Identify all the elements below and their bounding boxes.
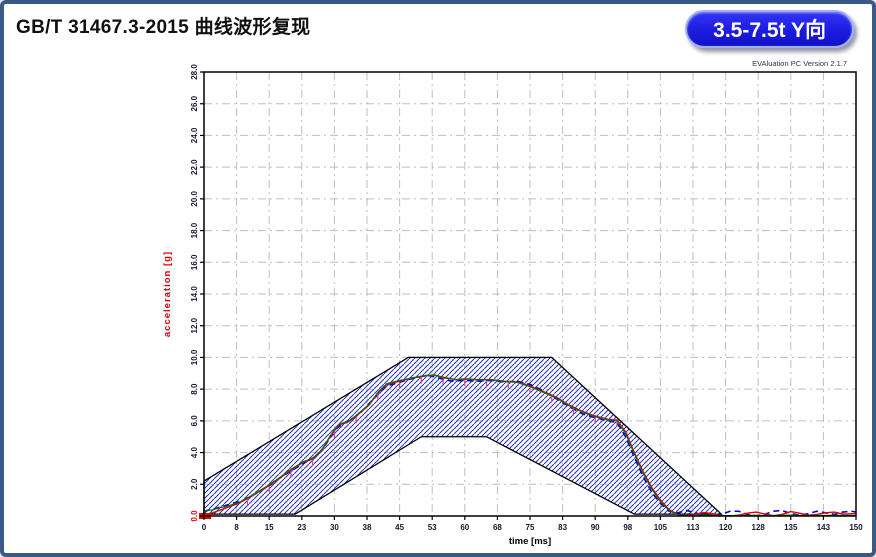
svg-text:0: 0	[202, 523, 207, 532]
svg-text:4.0: 4.0	[190, 446, 199, 458]
svg-text:83: 83	[558, 523, 567, 532]
page-title: GB/T 31467.3-2015 曲线波形复现	[16, 17, 311, 38]
svg-text:12.0: 12.0	[190, 317, 199, 333]
svg-text:acceleration [g]: acceleration [g]	[162, 251, 173, 337]
svg-text:8.0: 8.0	[190, 383, 199, 395]
svg-text:22.0: 22.0	[190, 159, 199, 175]
svg-text:120: 120	[719, 523, 733, 532]
svg-text:26.0: 26.0	[190, 95, 199, 111]
svg-text:150: 150	[849, 523, 863, 532]
svg-text:128: 128	[752, 523, 766, 532]
svg-text:98: 98	[623, 523, 632, 532]
chart-area: 0 8 15 23 30 38 45 53 60 68 75 83 90 98 105 113 120 128 13…	[149, 59, 864, 553]
svg-text:53: 53	[428, 523, 437, 532]
svg-text:6.0: 6.0	[190, 415, 199, 427]
svg-text:68: 68	[493, 523, 502, 532]
svg-text:18.0: 18.0	[190, 222, 199, 238]
svg-text:2.0: 2.0	[190, 478, 199, 490]
svg-text:time [ms]: time [ms]	[509, 536, 551, 547]
svg-text:45: 45	[395, 523, 404, 532]
svg-text:30: 30	[330, 523, 339, 532]
svg-text:20.0: 20.0	[190, 191, 199, 207]
svg-text:143: 143	[817, 523, 831, 532]
svg-text:90: 90	[591, 523, 600, 532]
svg-text:135: 135	[784, 523, 798, 532]
svg-text:28.0: 28.0	[190, 64, 199, 80]
svg-text:0.0: 0.0	[190, 510, 199, 522]
svg-text:8: 8	[234, 523, 239, 532]
svg-text:60: 60	[460, 523, 469, 532]
svg-text:105: 105	[654, 523, 668, 532]
svg-text:24.0: 24.0	[190, 127, 199, 143]
svg-text:10.0: 10.0	[190, 349, 199, 365]
svg-text:15: 15	[265, 523, 274, 532]
waveform-chart: 0 8 15 23 30 38 45 53 60 68 75 83 90 98 105 113 120 128 13…	[162, 64, 863, 547]
svg-text:16.0: 16.0	[190, 254, 199, 270]
test-condition-badge[interactable]: 3.5-7.5t Y向	[685, 10, 854, 48]
svg-text:23: 23	[297, 523, 306, 532]
svg-text:75: 75	[526, 523, 535, 532]
svg-text:14.0: 14.0	[190, 286, 199, 302]
svg-text:113: 113	[687, 523, 700, 532]
software-version-label: EVAluation PC Version 2.1.7	[752, 59, 847, 68]
svg-text:38: 38	[363, 523, 372, 532]
